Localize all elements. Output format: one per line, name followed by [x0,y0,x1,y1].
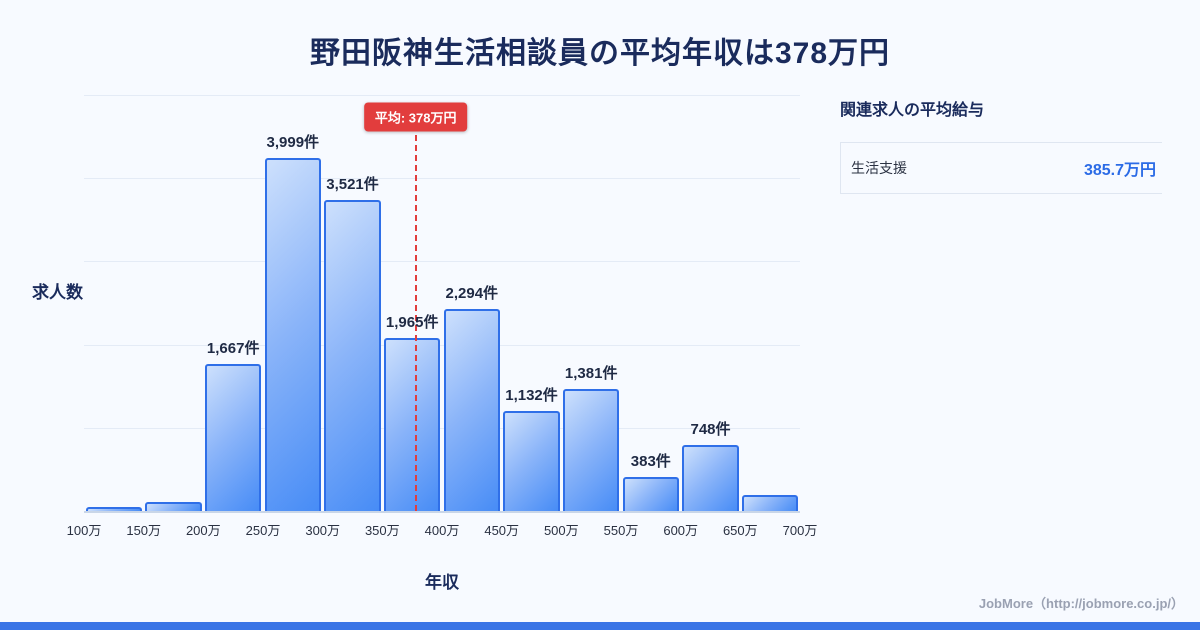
side-panel-heading: 関連求人の平均給与 [840,102,985,119]
histogram-bar [562,389,620,511]
x-tick-label: 450万 [484,523,520,538]
x-tick-label: 150万 [126,523,162,538]
histogram-bar [503,411,560,511]
histogram-bar [741,495,799,511]
bar-value-label: 3,999件 [266,134,320,151]
histogram-bar [622,477,680,511]
bar-value-label: 1,667件 [206,340,260,357]
histogram-bar [682,445,739,511]
average-line [414,115,417,511]
bar-value-label: 1,132件 [505,387,558,404]
related-job-label: 生活支援 [851,160,907,176]
x-tick-label: 500万 [543,523,579,538]
y-axis-title: 求人数 [32,283,83,302]
x-tick-label: 350万 [364,523,400,538]
x-tick-label: 600万 [663,523,699,538]
histogram-bar [204,364,262,511]
histogram-plot: 平均: 378万円 1,667件 3,999件 3,521件 1,965件 2,294件… [84,95,800,513]
x-tick-label: 100万 [66,523,102,538]
x-tick-label: 200万 [185,523,221,538]
histogram-bar [443,309,501,511]
x-tick-label: 250万 [245,523,281,538]
gridline [84,95,800,96]
bar-value-label: 748件 [690,421,731,438]
bar-value-label: 1,381件 [564,365,618,382]
footer-credit: JobMore（http://jobmore.co.jp/） [978,596,1184,611]
gridline [84,178,800,180]
gridline [84,344,800,346]
x-tick-label: 550万 [603,523,639,538]
x-tick-label: 400万 [424,523,460,538]
x-tick-label: 650万 [722,523,758,538]
gridline [84,427,800,429]
related-job-value: 385.7万円 [1083,162,1156,179]
bar-value-label: 383件 [630,453,671,470]
x-axis-title: 年収 [425,573,459,592]
histogram-bar [383,338,441,511]
histogram-bar [264,158,322,511]
bar-value-label: 1,965件 [385,314,439,331]
page-title: 野田阪神生活相談員の平均年収は378万円 [309,37,891,70]
histogram-bar [85,507,143,511]
side-panel: 関連求人の平均給与 生活支援 385.7万円 [840,96,1162,194]
footer-accent-bar [0,622,1200,630]
bar-value-label: 3,521件 [326,176,379,193]
histogram-bar [145,502,202,511]
gridline [84,261,800,263]
x-axis-ticks: 100万 150万 200万 250万 300万 350万 400万 450万 500万 550万… [67,520,818,540]
x-tick-label: 300万 [305,523,341,538]
x-tick-label: 700万 [782,523,818,538]
average-badge: 平均: 378万円 [363,102,468,132]
related-job-row: 生活支援 385.7万円 [840,142,1162,194]
histogram-bar [324,200,381,511]
bar-value-label: 2,294件 [445,285,499,302]
